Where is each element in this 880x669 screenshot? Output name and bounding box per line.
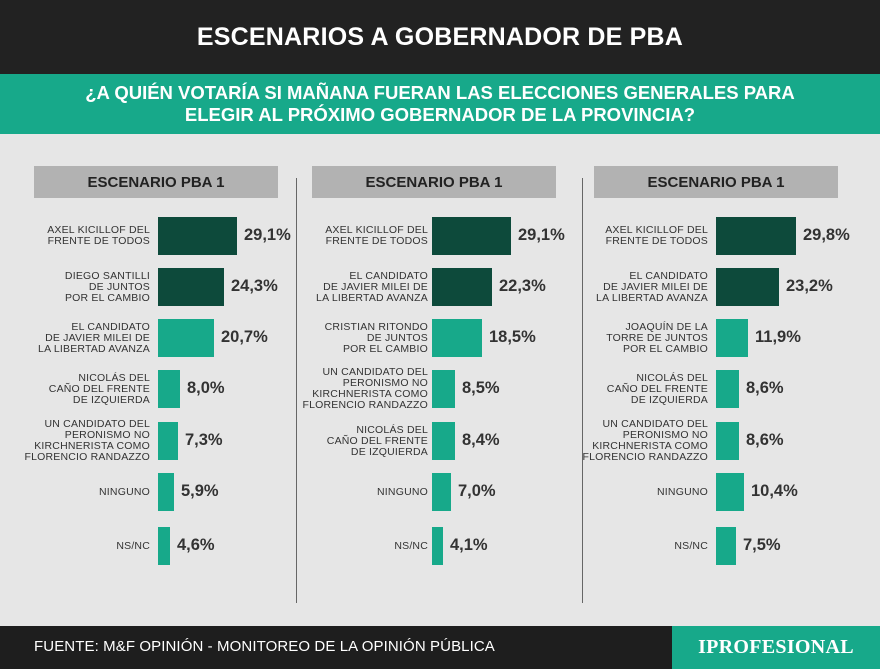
category-label: AXEL KICILLOF DEL FRENTE DE TODOS xyxy=(605,224,708,247)
bar xyxy=(158,217,237,255)
category-label: EL CANDIDATO DE JAVIER MILEI DE LA LIBER… xyxy=(596,269,708,304)
category-label: AXEL KICILLOF DEL FRENTE DE TODOS xyxy=(47,224,150,247)
data-label: 8,6% xyxy=(746,379,784,397)
bar xyxy=(158,473,174,511)
bar xyxy=(432,473,451,511)
source-text: FUENTE: M&F OPINIÓN - MONITOREO DE LA OP… xyxy=(34,638,495,655)
data-label: 29,8% xyxy=(803,226,850,244)
data-label: 10,4% xyxy=(751,482,798,500)
category-label: NS/NC xyxy=(394,539,428,552)
data-label: 8,6% xyxy=(746,431,784,449)
data-label: 8,0% xyxy=(187,379,225,397)
data-label: 29,1% xyxy=(244,226,291,244)
bar xyxy=(158,268,224,306)
question-banner: ¿A QUIÉN VOTARÍA SI MAÑANA FUERAN LAS EL… xyxy=(0,74,880,134)
data-label: 8,5% xyxy=(462,379,500,397)
category-label: NINGUNO xyxy=(99,485,150,498)
panel-title-2: ESCENARIO PBA 1 xyxy=(312,166,556,198)
data-label: 23,2% xyxy=(786,277,833,295)
header-bar: ESCENARIOS A GOBERNADOR DE PBA xyxy=(0,0,880,74)
bar xyxy=(716,370,739,408)
panel-divider-1 xyxy=(296,178,297,603)
bar xyxy=(432,217,511,255)
bar xyxy=(158,370,180,408)
data-label: 11,9% xyxy=(755,328,801,346)
page-title: ESCENARIOS A GOBERNADOR DE PBA xyxy=(196,22,684,51)
data-label: 20,7% xyxy=(221,328,268,346)
category-label: NINGUNO xyxy=(657,485,708,498)
category-label: CRISTIAN RITONDO DE JUNTOS POR EL CAMBIO xyxy=(324,320,428,355)
data-label: 7,5% xyxy=(743,536,781,554)
bar xyxy=(716,217,796,255)
bar xyxy=(716,268,779,306)
category-label: NINGUNO xyxy=(377,485,428,498)
category-label: EL CANDIDATO DE JAVIER MILEI DE LA LIBER… xyxy=(316,269,428,304)
bar xyxy=(158,319,214,357)
footer-bar: FUENTE: M&F OPINIÓN - MONITOREO DE LA OP… xyxy=(0,626,880,669)
data-label: 8,4% xyxy=(462,431,500,449)
bar xyxy=(158,527,170,565)
bar xyxy=(158,422,178,460)
bar xyxy=(716,527,736,565)
question-line-1: ¿A QUIÉN VOTARÍA SI MAÑANA FUERAN LAS EL… xyxy=(85,82,795,103)
category-label: NS/NC xyxy=(674,539,708,552)
question-line-2: ELEGIR AL PRÓXIMO GOBERNADOR DE LA PROVI… xyxy=(184,104,696,125)
data-label: 4,6% xyxy=(177,536,215,554)
category-label: NICOLÁS DEL CAÑO DEL FRENTE DE IZQUIERDA xyxy=(326,423,428,458)
data-label: 18,5% xyxy=(489,328,536,346)
data-label: 22,3% xyxy=(499,277,546,295)
category-label: UN CANDIDATO DEL PERONISMO NO KIRCHNERIS… xyxy=(24,418,150,463)
category-label: NICOLÁS DEL CAÑO DEL FRENTE DE IZQUIERDA xyxy=(48,371,150,406)
category-label: EL CANDIDATO DE JAVIER MILEI DE LA LIBER… xyxy=(38,320,150,355)
category-label: UN CANDIDATO DEL PERONISMO NO KIRCHNERIS… xyxy=(582,418,708,463)
bar xyxy=(432,527,443,565)
bar xyxy=(716,473,744,511)
panel-divider-2 xyxy=(582,178,583,603)
category-label: JOAQUÍN DE LA TORRE DE JUNTOS POR EL CAM… xyxy=(606,320,708,355)
bar xyxy=(716,319,748,357)
data-label: 4,1% xyxy=(450,536,488,554)
category-label: DIEGO SANTILLI DE JUNTOS POR EL CAMBIO xyxy=(64,269,150,304)
bar xyxy=(432,422,455,460)
bar xyxy=(716,422,739,460)
bar xyxy=(432,370,455,408)
category-label: NICOLÁS DEL CAÑO DEL FRENTE DE IZQUIERDA xyxy=(606,371,708,406)
data-label: 7,0% xyxy=(458,482,496,500)
category-label: NS/NC xyxy=(116,539,150,552)
panel-title-1: ESCENARIO PBA 1 xyxy=(34,166,278,198)
category-label: UN CANDIDATO DEL PERONISMO NO KIRCHNERIS… xyxy=(302,366,428,411)
data-label: 5,9% xyxy=(181,482,219,500)
category-label: AXEL KICILLOF DEL FRENTE DE TODOS xyxy=(325,224,428,247)
logo-text: IPROFESIONAL xyxy=(698,636,854,658)
brand-logo: IPROFESIONAL xyxy=(672,626,880,669)
data-label: 7,3% xyxy=(185,431,223,449)
bar xyxy=(432,319,482,357)
panel-title-3: ESCENARIO PBA 1 xyxy=(594,166,838,198)
data-label: 29,1% xyxy=(518,226,565,244)
bar xyxy=(432,268,492,306)
data-label: 24,3% xyxy=(231,277,278,295)
